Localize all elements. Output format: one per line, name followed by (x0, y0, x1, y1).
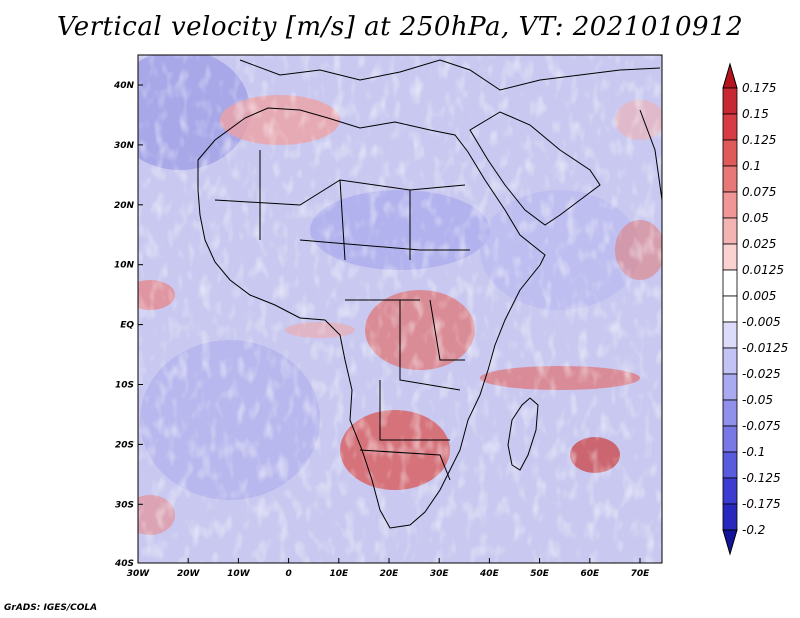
colorbar-label: 0.15 (742, 107, 769, 121)
colorbar-bin (722, 477, 738, 505)
colorbar-label: -0.125 (742, 471, 781, 485)
colorbar-label: -0.175 (742, 497, 781, 511)
colorbar-label: 0.075 (742, 185, 776, 199)
lat-label: 30S (115, 500, 134, 510)
colorbar-label: 0.125 (742, 133, 776, 147)
colorbar-label: 0.0125 (742, 263, 784, 277)
lon-label: 30E (430, 569, 450, 579)
colorbar-label: -0.05 (742, 393, 773, 407)
colorbar-bin (722, 347, 738, 375)
colorbar-label: 0.175 (742, 81, 776, 95)
lat-label: 20S (115, 440, 134, 450)
colorbar-bin (722, 243, 738, 271)
lon-label: 20E (380, 569, 400, 579)
madagascar-coastline (507, 397, 539, 471)
lat-label: 10S (115, 381, 134, 391)
footer-credit: GrADS: IGES/COLA (4, 603, 98, 613)
colorbar-bin (722, 217, 738, 245)
lon-label: 50E (530, 569, 550, 579)
lat-label: EQ (120, 321, 134, 331)
india-coastline (639, 109, 662, 201)
colorbar-bottom-arrow (722, 529, 738, 556)
colorbar-bin (722, 451, 738, 479)
lat-label: 40S (114, 559, 134, 569)
colorbar-label: -0.2 (742, 523, 765, 537)
lat-label: 10N (114, 261, 135, 271)
colorbar-label: 0.05 (742, 211, 769, 225)
colorbar-label: 0.005 (742, 289, 776, 303)
latitude-axis: 40N 30N 20N 10N EQ 10S 20S 30S 40S (113, 81, 143, 569)
lon-label: 10W (227, 569, 251, 579)
colorbar-label: 0.025 (742, 237, 776, 251)
lon-label: 40E (479, 569, 500, 579)
lat-label: 40N (113, 81, 135, 91)
colorbar-bin (722, 87, 738, 115)
colorbar-bin (722, 295, 738, 323)
colorbar-label: 0.1 (742, 159, 761, 173)
lon-label: 60E (580, 569, 600, 579)
colorbar-label: -0.075 (742, 419, 781, 433)
map-title: Vertical velocity [m/s] at 250hPa, VT: 2… (56, 12, 744, 42)
lat-label: 30N (114, 141, 135, 151)
lat-label: 20N (114, 201, 135, 211)
velocity-field (138, 55, 662, 563)
lon-label: 30W (127, 569, 151, 579)
lon-label: 20W (177, 569, 201, 579)
colorbar-bin (722, 165, 738, 193)
colorbar-bin (722, 269, 738, 297)
arabia-coastline (469, 111, 601, 226)
colorbar-bin (722, 399, 738, 427)
colorbar-label: -0.025 (742, 367, 781, 381)
longitude-axis: 30W 20W 10W 0 10E 20E 30E 40E 50E 60E 70E (127, 558, 650, 579)
colorbar-label: -0.005 (742, 315, 781, 329)
borders (214, 150, 470, 481)
colorbar-bin (722, 139, 738, 167)
colorbar-label: -0.0125 (742, 341, 788, 355)
colorbar-bin (722, 113, 738, 141)
lon-label: 10E (329, 569, 349, 579)
africa-coastline (197, 107, 546, 529)
europe-coastline (239, 59, 661, 91)
colorbar-top-arrow (722, 62, 738, 89)
colorbar-label: -0.1 (742, 445, 765, 459)
lon-label: 0 (285, 569, 291, 579)
colorbar: 0.175 0.15 0.125 0.1 0.075 0.05 0.025 0.0125 0.0… (722, 62, 788, 556)
lon-label: 70E (631, 569, 651, 579)
colorbar-bin (722, 425, 738, 453)
colorbar-bin (722, 503, 738, 531)
colorbar-bin (722, 321, 738, 349)
plot-frame (137, 54, 663, 564)
colorbar-bin (722, 373, 738, 401)
colorbar-bin (722, 191, 738, 219)
